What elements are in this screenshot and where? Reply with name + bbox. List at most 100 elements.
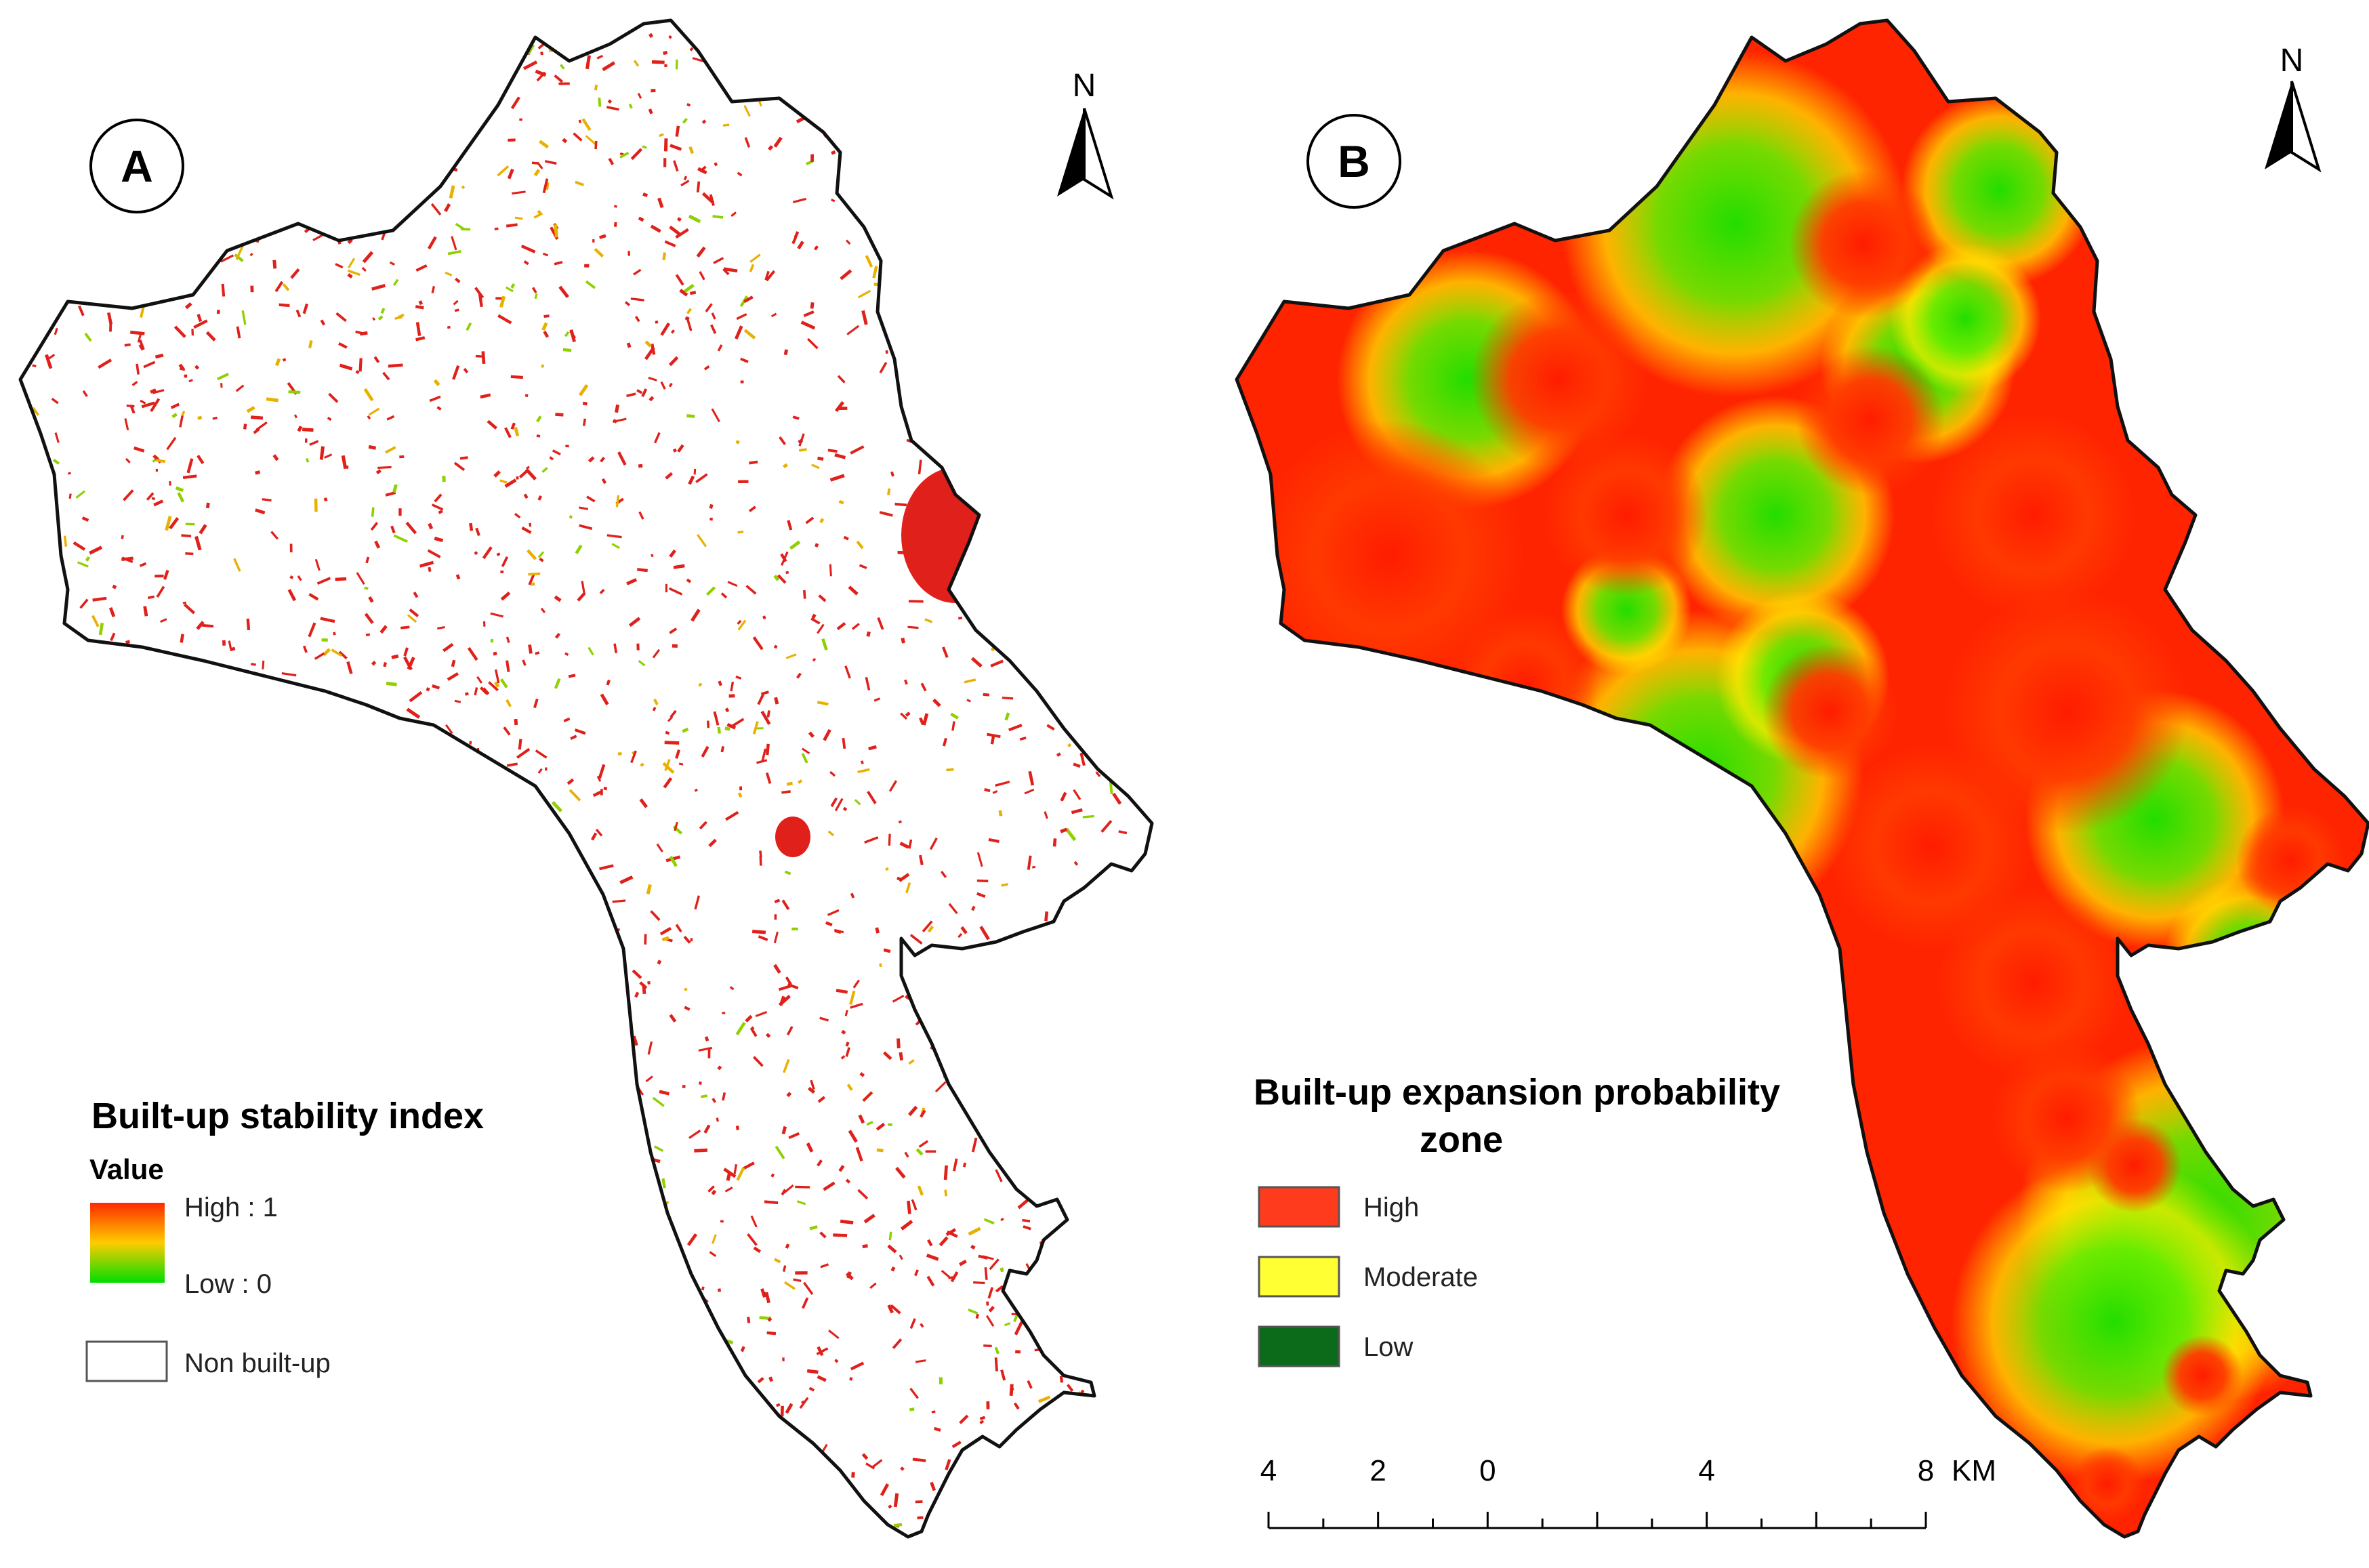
builtup-speck: [216, 373, 229, 381]
builtup-speck: [442, 476, 446, 482]
builtup-speck: [379, 1467, 388, 1475]
builtup-speck: [44, 1402, 49, 1407]
builtup-speck: [374, 901, 379, 915]
builtup-speck: [401, 105, 405, 110]
builtup-speck: [70, 133, 84, 144]
builtup-speck: [1044, 811, 1048, 819]
builtup-speck: [486, 1484, 492, 1489]
builtup-speck: [100, 113, 106, 121]
builtup-speck: [481, 1483, 496, 1487]
builtup-speck: [434, 1365, 440, 1371]
builtup-speck: [551, 1502, 562, 1511]
builtup-speck: [856, 540, 864, 550]
builtup-speck: [422, 1019, 430, 1027]
builtup-speck: [1035, 223, 1040, 228]
builtup-speck: [71, 245, 79, 253]
builtup-speck: [140, 399, 146, 405]
builtup-speck: [309, 440, 319, 446]
builtup-speck: [522, 659, 527, 666]
builtup-speck: [987, 1287, 994, 1299]
builtup-speck: [255, 508, 266, 515]
builtup-speck: [153, 701, 161, 707]
builtup-speck: [1114, 94, 1118, 101]
builtup-speck: [615, 495, 620, 508]
builtup-speck: [558, 975, 569, 988]
builtup-speck: [127, 917, 138, 921]
builtup-speck: [499, 1386, 503, 1397]
builtup-speck: [558, 285, 569, 299]
builtup-speck: [374, 540, 381, 549]
builtup-speck: [494, 227, 499, 230]
builtup-speck: [617, 1498, 630, 1505]
high-zone-area: [1938, 888, 2128, 1077]
builtup-speck: [515, 935, 526, 946]
builtup-speck: [451, 236, 457, 251]
builtup-speck: [1010, 1386, 1014, 1391]
builtup-speck: [585, 1490, 594, 1500]
builtup-speck: [293, 184, 298, 190]
builtup-speck: [175, 1471, 184, 1479]
builtup-speck: [926, 291, 930, 295]
builtup-speck: [535, 1458, 539, 1462]
builtup-speck: [431, 165, 438, 177]
builtup-speck: [372, 796, 379, 807]
builtup-speck: [706, 720, 710, 728]
builtup-speck: [554, 224, 558, 238]
builtup-speck: [807, 1086, 816, 1094]
builtup-speck: [573, 132, 583, 142]
builtup-speck: [942, 157, 951, 166]
builtup-speck: [811, 463, 820, 470]
builtup-speck: [411, 1004, 416, 1008]
builtup-speck: [426, 1382, 438, 1392]
builtup-speck: [774, 914, 777, 920]
builtup-speck: [186, 458, 194, 474]
builtup-speck: [608, 157, 615, 165]
builtup-speck: [846, 325, 860, 335]
builtup-speck: [1004, 124, 1016, 131]
builtup-speck: [1109, 377, 1117, 386]
builtup-speck: [1102, 540, 1115, 553]
builtup-speck: [205, 331, 216, 342]
builtup-speck: [688, 1130, 701, 1139]
builtup-speck: [943, 1165, 948, 1180]
builtup-speck: [459, 772, 471, 782]
builtup-speck: [660, 322, 671, 336]
builtup-speck: [308, 1137, 312, 1149]
builtup-speck: [385, 1520, 394, 1535]
builtup-speck: [543, 314, 550, 318]
builtup-speck: [518, 1144, 522, 1158]
builtup-speck: [252, 1261, 257, 1264]
builtup-speck: [1103, 1346, 1110, 1353]
builtup-speck: [119, 701, 133, 711]
builtup-speck: [78, 305, 85, 316]
builtup-speck: [188, 861, 192, 866]
builtup-speck: [569, 966, 574, 973]
builtup-speck: [488, 1008, 495, 1020]
builtup-speck: [758, 935, 768, 941]
builtup-speck: [932, 127, 936, 133]
builtup-speck: [454, 308, 459, 312]
builtup-speck: [531, 161, 538, 165]
builtup-speck: [436, 406, 442, 411]
builtup-speck: [453, 461, 466, 472]
builtup-speck: [593, 1182, 599, 1188]
builtup-speck: [432, 1212, 437, 1222]
builtup-speck: [26, 760, 30, 766]
builtup-speck: [928, 282, 934, 288]
builtup-speck: [293, 414, 297, 419]
builtup-speck: [609, 1008, 613, 1012]
legend-a-nonbuiltup-swatch: [85, 1340, 168, 1382]
builtup-speck: [871, 1459, 883, 1468]
builtup-speck: [192, 808, 199, 813]
builtup-speck: [451, 59, 459, 72]
builtup-speck: [154, 353, 164, 359]
builtup-speck: [983, 1026, 989, 1033]
builtup-speck: [166, 436, 177, 451]
builtup-speck: [119, 215, 129, 222]
builtup-speck: [288, 390, 301, 394]
builtup-speck: [34, 650, 45, 659]
builtup-speck: [459, 1302, 464, 1308]
builtup-speck: [67, 1492, 73, 1498]
builtup-speck: [663, 50, 668, 56]
builtup-speck: [437, 1170, 440, 1174]
